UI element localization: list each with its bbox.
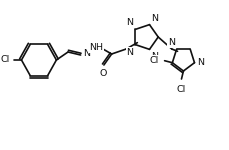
Text: N: N	[168, 38, 175, 47]
Text: N: N	[151, 52, 158, 61]
Text: N: N	[126, 18, 134, 27]
Text: NH: NH	[89, 44, 103, 52]
Text: O: O	[99, 69, 107, 78]
Text: N: N	[84, 50, 90, 58]
Text: N: N	[151, 14, 158, 23]
Text: N: N	[126, 48, 134, 57]
Text: Cl: Cl	[1, 56, 10, 64]
Text: Cl: Cl	[150, 56, 159, 65]
Text: N: N	[197, 58, 204, 67]
Text: Cl: Cl	[177, 85, 186, 94]
